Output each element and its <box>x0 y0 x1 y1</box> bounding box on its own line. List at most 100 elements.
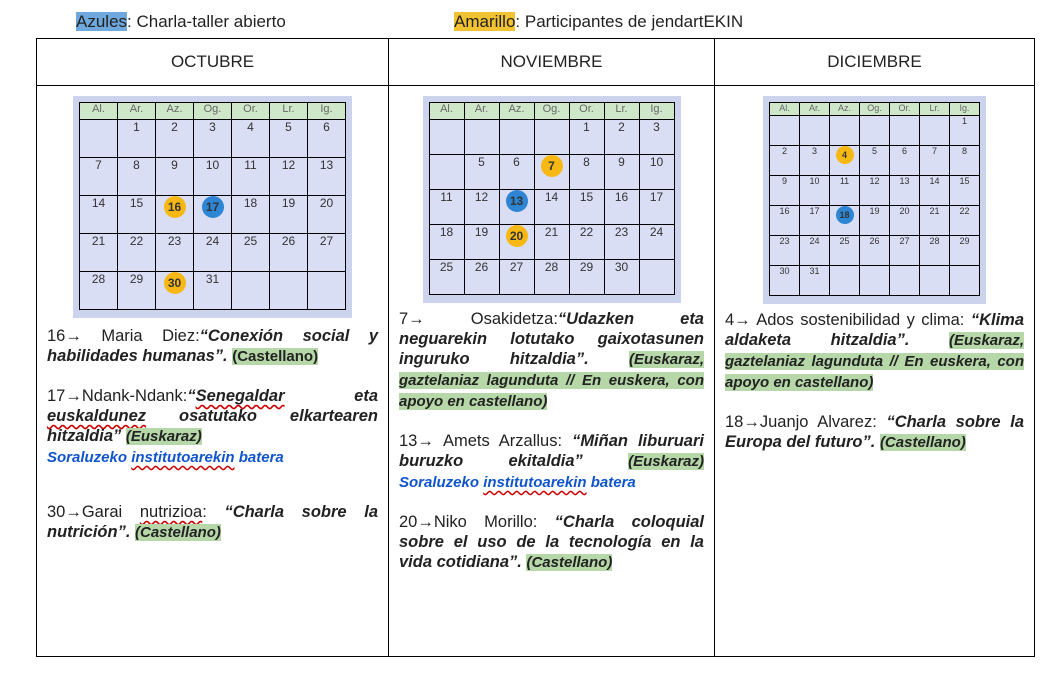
event-title: “Udazken eta neguarekin lotutako gaixota… <box>399 310 704 368</box>
calendar-week: 25 26 27 28 29 30 <box>428 259 675 295</box>
event-prefix: 18→Juanjo Alvarez: <box>725 413 887 431</box>
calendar-day: 15 <box>949 175 980 206</box>
calendar-day: 26 <box>859 235 890 266</box>
calendar-day: 13 <box>889 175 920 206</box>
language-tag: (Castellano) <box>526 554 613 571</box>
calendar-week: 28 29 30 31 <box>79 271 346 310</box>
calendar-day: 2 <box>769 145 800 176</box>
weekday-label: Lr. <box>603 102 640 120</box>
open-talk-day-marker: 13 <box>505 190 528 212</box>
calendar-day: 4 <box>829 145 860 176</box>
weekday-label: Az. <box>155 102 194 120</box>
calendar-day: 2 <box>155 119 194 158</box>
event-octubre-17: 17→Ndank-Ndank:“Senegaldar eta euskaldun… <box>47 386 378 468</box>
calendar-day: 1 <box>568 119 605 155</box>
calendar-day <box>498 119 535 155</box>
legend-blue: Azules: Charla-taller abierto <box>76 12 286 32</box>
calendar-day: 13 <box>307 157 346 196</box>
calendar-day <box>889 265 920 296</box>
calendar-day: 27 <box>498 259 535 295</box>
legend-yellow-word: Amarillo <box>454 12 516 31</box>
weekday-label: Ig. <box>949 102 980 116</box>
weekday-label: Lr. <box>269 102 308 120</box>
calendar-day: 8 <box>568 154 605 190</box>
calendar-week: 18 19 20 21 22 23 24 <box>428 224 675 260</box>
calendar-day: 5 <box>269 119 308 158</box>
calendar-day <box>463 119 500 155</box>
calendar-day <box>829 115 860 146</box>
calendar-day: 28 <box>533 259 570 295</box>
legend-blue-word: Azules <box>76 12 128 31</box>
event-note: Soraluzeko institutoarekin batera <box>399 474 636 491</box>
event-prefix: 20→Niko Morillo: <box>399 513 555 531</box>
column-header-octubre: OCTUBRE <box>36 38 389 86</box>
event-title-part: Senegaldar <box>195 387 285 405</box>
weekday-row: Al. Ar. Az. Og. Or. Lr. Ig. <box>769 102 980 116</box>
weekday-label: Ar. <box>463 102 500 120</box>
event-title: “Charla sobre la nutrición”. <box>47 503 378 541</box>
column-header-diciembre: DICIEMBRE <box>714 38 1035 86</box>
schedule-table: OCTUBRE NOVIEMBRE DICIEMBRE Al. Ar. Az. Og.… <box>36 38 1035 657</box>
weekday-label: Al. <box>428 102 465 120</box>
participant-day-marker: 16 <box>163 196 186 218</box>
event-prefix: 16→ Maria Diez: <box>47 327 200 345</box>
calendar-day: 25 <box>231 233 270 272</box>
calendar-day <box>949 265 980 296</box>
calendar-day: 6 <box>307 119 346 158</box>
event-prefix: 13→ Amets Arzallus: <box>399 432 573 450</box>
weekday-label: Al. <box>769 102 800 116</box>
calendar-day: 13 <box>498 189 535 225</box>
calendar-day: 28 <box>919 235 950 266</box>
calendar-diciembre: Al. Ar. Az. Og. Or. Lr. Ig. 1 2 3 4 5 6 7 8 9 10 11 12 13 14… <box>763 96 986 304</box>
event-title-part: eta <box>284 387 378 405</box>
calendar-day <box>428 154 465 190</box>
calendar-day: 28 <box>79 271 118 310</box>
calendar-day: 24 <box>193 233 232 272</box>
calendar-day: 30 <box>769 265 800 296</box>
calendar-week: 23 24 25 26 27 28 29 <box>769 235 980 266</box>
calendar-day: 11 <box>428 189 465 225</box>
calendar-day: 8 <box>117 157 156 196</box>
calendar-day <box>859 265 890 296</box>
calendar-week: 9 10 11 12 13 14 15 <box>769 175 980 206</box>
weekday-label: Ar. <box>117 102 156 120</box>
event-noviembre-13: 13→ Amets Arzallus: “Miñan liburuari bur… <box>399 431 704 493</box>
weekday-label: Lr. <box>919 102 950 116</box>
calendar-day: 16 <box>769 205 800 236</box>
calendar-day: 6 <box>889 145 920 176</box>
weekday-label: Ig. <box>307 102 346 120</box>
weekday-label: Ig. <box>638 102 675 120</box>
calendar-day: 17 <box>638 189 675 225</box>
calendar-day: 23 <box>155 233 194 272</box>
weekday-label: Og. <box>193 102 232 120</box>
calendar-noviembre: Al. Ar. Az. Og. Or. Lr. Ig. 1 2 3 5 6 7 8 9 10 11 12 13 14 1… <box>422 96 681 303</box>
calendar-day <box>79 119 118 158</box>
calendar-day <box>638 259 675 295</box>
content-row: Al. Ar. Az. Og. Or. Lr. Ig. 1 2 3 4 5 6 7 8 9 10 11 12 13 14… <box>36 85 1035 657</box>
calendar-day: 7 <box>533 154 570 190</box>
calendar-day: 29 <box>568 259 605 295</box>
event-title: “Charla coloquial sobre el uso de la tec… <box>399 513 704 571</box>
weekday-label: Al. <box>79 102 118 120</box>
legend-blue-text: : Charla-taller abierto <box>127 12 286 31</box>
calendar-day: 20 <box>889 205 920 236</box>
calendar-day: 12 <box>463 189 500 225</box>
calendar-day: 26 <box>463 259 500 295</box>
legend-yellow: Amarillo: Participantes de jendartEKIN <box>454 12 743 32</box>
calendar-day: 25 <box>829 235 860 266</box>
calendar-week: 1 <box>769 115 980 146</box>
calendar-day: 22 <box>949 205 980 236</box>
calendar-day: 10 <box>638 154 675 190</box>
event-prefix: 17→Ndank-Ndank: <box>47 387 188 405</box>
calendar-day: 18 <box>428 224 465 260</box>
calendar-day <box>769 115 800 146</box>
calendar-day: 27 <box>889 235 920 266</box>
weekday-label: Og. <box>859 102 890 116</box>
calendar-day: 21 <box>79 233 118 272</box>
calendar-day: 17 <box>799 205 830 236</box>
calendar-day: 16 <box>155 195 194 234</box>
calendar-day: 23 <box>769 235 800 266</box>
calendar-week: 16 17 18 19 20 21 22 <box>769 205 980 236</box>
calendar-day <box>307 271 346 310</box>
